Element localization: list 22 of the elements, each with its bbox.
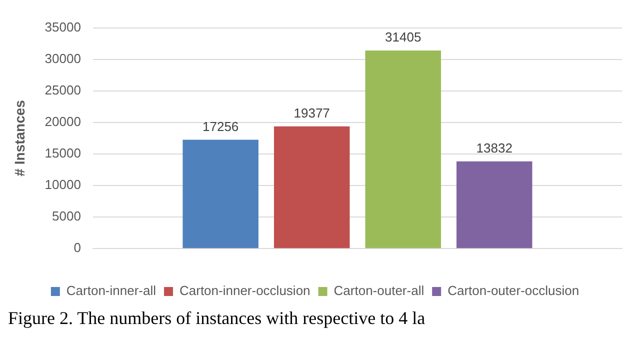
bar [365,50,441,248]
y-tick-label: 25000 [44,82,81,98]
data-label: 17256 [202,118,239,134]
y-tick-label: 15000 [44,146,81,161]
data-label: 31405 [385,30,422,45]
y-tick-label: 35000 [44,19,81,34]
data-label: 13832 [476,140,512,156]
bar [456,161,532,248]
legend-label: Carton-inner-occlusion [179,283,310,298]
y-tick-label: 30000 [44,50,81,66]
caption: Figure 2. The numbers of instances with respective to 4 la [8,308,426,329]
legend-label: Carton-inner-all [66,283,156,298]
y-tick-label: 10000 [44,177,81,192]
y-axis-title: # Instances [11,100,28,176]
bar [274,126,350,248]
data-label: 19377 [294,105,330,120]
y-tick-label: 5000 [52,208,81,224]
bar [182,140,258,248]
y-tick-label: 0 [74,240,81,256]
y-tick-label: 20000 [44,114,81,130]
legend-label: Carton-outer-occlusion [448,283,580,298]
legend-label: Carton-outer-all [334,283,424,298]
